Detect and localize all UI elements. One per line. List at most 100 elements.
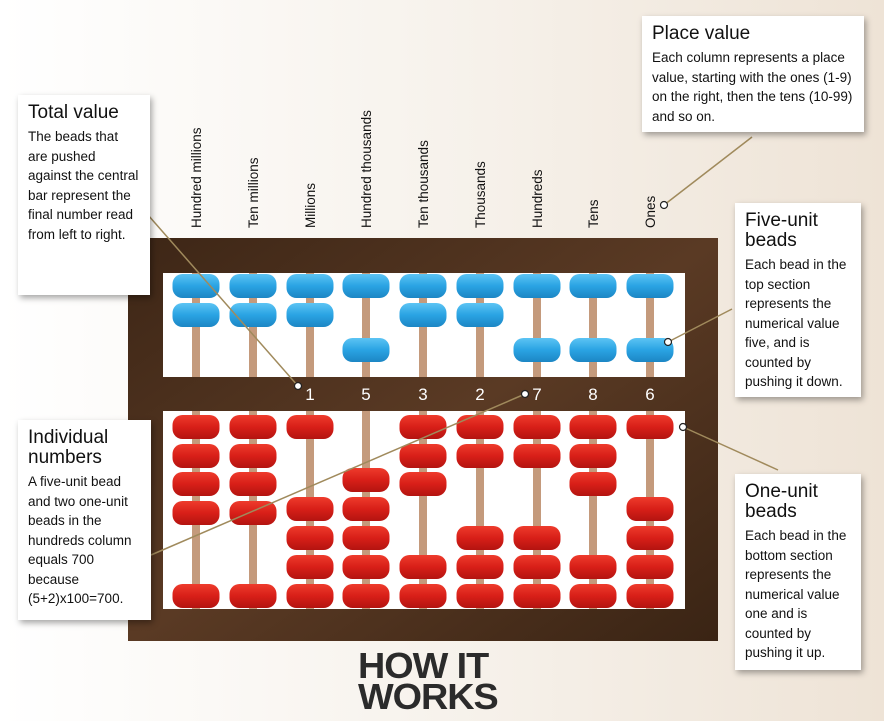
rod-upper (646, 273, 654, 377)
lower-bead[interactable] (229, 584, 277, 608)
lower-bead[interactable] (399, 555, 447, 579)
lower-bead[interactable] (172, 501, 220, 525)
lower-bead[interactable] (342, 497, 390, 521)
upper-bead[interactable] (399, 274, 447, 298)
lower-bead[interactable] (399, 584, 447, 608)
lower-bead[interactable] (286, 526, 334, 550)
lower-bead[interactable] (513, 526, 561, 550)
lower-bead[interactable] (399, 415, 447, 439)
column-label: Hundreds (530, 169, 545, 228)
rod-lower (476, 411, 484, 609)
logo-line-2: WORKS (358, 676, 499, 717)
column-digit: 7 (532, 385, 541, 404)
lower-bead[interactable] (342, 584, 390, 608)
upper-bead[interactable] (456, 274, 504, 298)
lower-bead[interactable] (399, 444, 447, 468)
rod-upper (533, 273, 541, 377)
individual-numbers-callout: Individual numbers A five-unit bead and … (18, 420, 151, 620)
leader-line (147, 214, 299, 387)
column-label: Thousands (473, 161, 488, 228)
lower-bead[interactable] (513, 415, 561, 439)
lower-bead[interactable] (342, 468, 390, 492)
lower-bead[interactable] (456, 444, 504, 468)
how-it-works-logo: HOW IT WORKS (358, 645, 510, 717)
lower-bead[interactable] (456, 555, 504, 579)
column-digit: 5 (361, 385, 370, 404)
upper-bead[interactable] (569, 338, 617, 362)
lower-bead[interactable] (569, 555, 617, 579)
upper-bead[interactable] (513, 274, 561, 298)
individual-numbers-title: Individual numbers (28, 427, 109, 468)
column-label: Hundred thousands (359, 110, 374, 228)
lower-bead[interactable] (569, 472, 617, 496)
lower-bead[interactable] (399, 472, 447, 496)
upper-bead[interactable] (626, 338, 674, 362)
lower-bead[interactable] (172, 472, 220, 496)
rod-upper (362, 273, 370, 377)
five-unit-title: Five-unit beads (745, 210, 818, 251)
upper-bead[interactable] (513, 338, 561, 362)
place-value-body: Each column represents a place value, st… (652, 50, 853, 124)
upper-bead[interactable] (286, 303, 334, 327)
leader-dot (678, 422, 688, 432)
logo-line-1: HOW IT (358, 645, 489, 686)
lower-bead[interactable] (569, 584, 617, 608)
lower-bead[interactable] (513, 444, 561, 468)
lower-bead[interactable] (229, 415, 277, 439)
leader-dot (520, 389, 530, 399)
lower-bead[interactable] (513, 584, 561, 608)
lower-bead[interactable] (456, 584, 504, 608)
column-label: Ones (643, 195, 658, 228)
upper-bead[interactable] (569, 274, 617, 298)
column-digit: 1 (305, 385, 314, 404)
lower-bead[interactable] (229, 444, 277, 468)
lower-bead[interactable] (342, 555, 390, 579)
lower-bead[interactable] (456, 415, 504, 439)
lower-bead[interactable] (172, 584, 220, 608)
upper-bead[interactable] (626, 274, 674, 298)
column-digit: 6 (645, 385, 654, 404)
lower-bead[interactable] (229, 501, 277, 525)
upper-bead[interactable] (342, 338, 390, 362)
upper-bead[interactable] (286, 274, 334, 298)
rod-lower (533, 411, 541, 609)
lower-bead[interactable] (286, 415, 334, 439)
leader-dot (293, 381, 303, 391)
upper-bead[interactable] (229, 274, 277, 298)
lower-bead[interactable] (626, 415, 674, 439)
lower-bead[interactable] (569, 415, 617, 439)
lower-bead[interactable] (172, 415, 220, 439)
lower-bead[interactable] (626, 497, 674, 521)
leader-line (663, 136, 753, 206)
leader-line (150, 393, 526, 556)
five-unit-body: Each bead in the top section represents … (745, 257, 847, 389)
column-digit: 2 (475, 385, 484, 404)
upper-bead[interactable] (342, 274, 390, 298)
rod-lower (589, 411, 597, 609)
upper-bead[interactable] (172, 274, 220, 298)
one-unit-callout: One-unit beads Each bead in the bottom s… (735, 474, 861, 670)
upper-bead[interactable] (172, 303, 220, 327)
lower-bead[interactable] (286, 584, 334, 608)
lower-bead[interactable] (513, 555, 561, 579)
lower-bead[interactable] (286, 555, 334, 579)
lower-bead[interactable] (626, 526, 674, 550)
lower-bead[interactable] (342, 526, 390, 550)
upper-bead[interactable] (456, 303, 504, 327)
column-label: Tens (586, 199, 601, 228)
lower-bead[interactable] (456, 526, 504, 550)
five-unit-callout: Five-unit beads Each bead in the top sec… (735, 203, 861, 397)
upper-bead[interactable] (399, 303, 447, 327)
lower-bead[interactable] (229, 472, 277, 496)
lower-bead[interactable] (626, 584, 674, 608)
rod-lower (419, 411, 427, 609)
column-label: Ten millions (246, 157, 261, 228)
lower-bead[interactable] (286, 497, 334, 521)
individual-numbers-body: A five-unit bead and two one-unit beads … (28, 474, 132, 606)
column-digit: 3 (418, 385, 427, 404)
lower-bead[interactable] (626, 555, 674, 579)
lower-bead[interactable] (569, 444, 617, 468)
total-value-title: Total value (28, 102, 119, 123)
leader-dot (659, 200, 669, 210)
lower-bead[interactable] (172, 444, 220, 468)
